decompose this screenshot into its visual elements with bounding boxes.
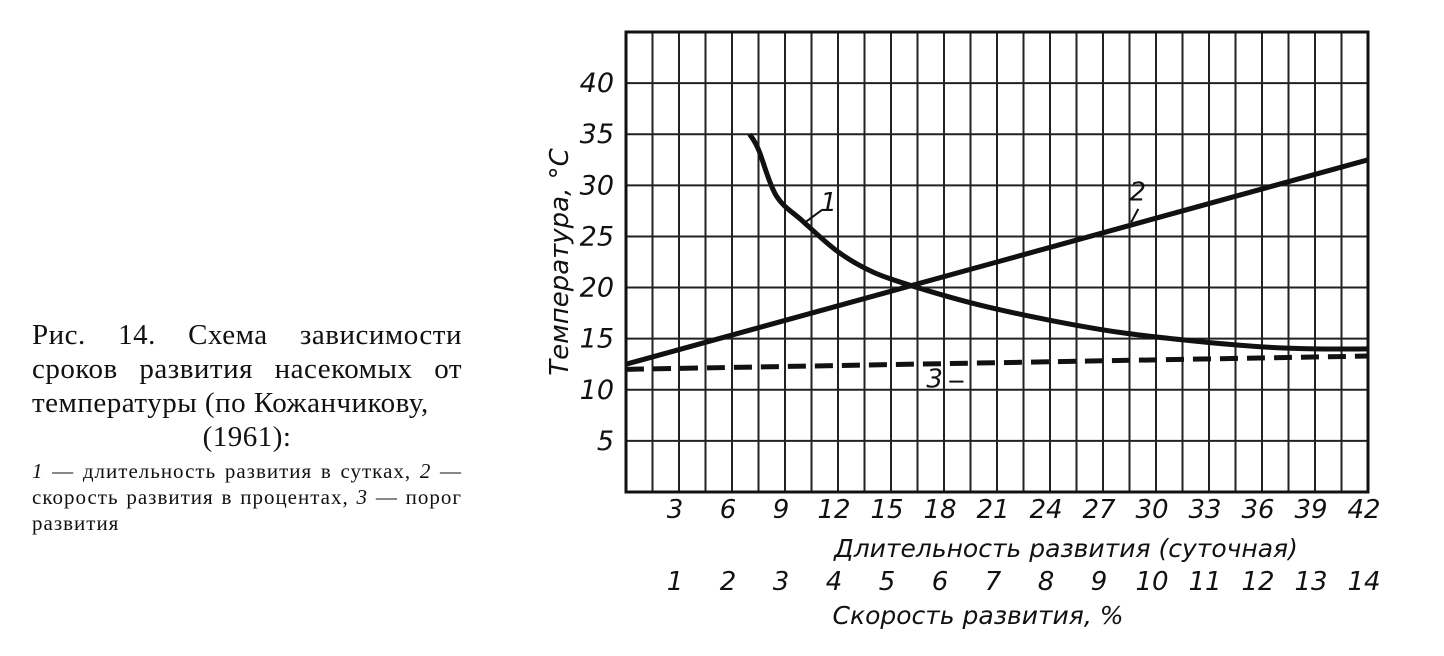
x-tick-label: 12 [817, 495, 850, 525]
x-tick-label: 33 [1188, 495, 1221, 525]
caption-legend: 1 — длительность развития в сутках, 2 — … [32, 458, 462, 536]
series-1-leader [802, 209, 823, 225]
y-tick-label: 35 [580, 119, 614, 150]
x2-tick-label: 12 [1241, 567, 1274, 597]
x2-tick-label: 11 [1188, 567, 1221, 597]
y-tick-label: 40 [580, 68, 614, 99]
caption-year: (1961): [202, 421, 292, 453]
series-label-1: 1 [820, 188, 837, 218]
legend-num-3: 3 [356, 485, 369, 509]
caption-title: Рис. 14. Схема зависимости сроков развит… [32, 318, 462, 454]
x-axis-title: Длительность развития (суточная) [833, 534, 1298, 563]
x-tick-label: 42 [1347, 495, 1380, 525]
x2-tick-label: 5 [879, 567, 896, 597]
x-tick-label: 15 [870, 495, 903, 525]
legend-num-2: 2 [419, 459, 432, 483]
x2-tick-label: 7 [985, 567, 1002, 597]
figure-caption: Рис. 14. Схема зависимости сроков развит… [32, 318, 462, 536]
series-2-leader [1130, 208, 1140, 223]
x2-axis-title: Скорость развития, % [833, 601, 1124, 630]
series-label-3: 3 [926, 365, 943, 395]
x-tick-label: 39 [1294, 495, 1327, 525]
x-tick-label: 36 [1241, 495, 1274, 525]
x2-tick-label: 6 [932, 567, 949, 597]
x2-tick-label: 9 [1091, 567, 1108, 597]
x-tick-label: 21 [976, 495, 1009, 525]
y-tick-label: 10 [580, 375, 614, 406]
series-line-2 [625, 157, 1369, 367]
caption-title-text: Рис. 14. Схема зависимости сроков развит… [32, 319, 462, 419]
x-tick-label: 30 [1135, 495, 1168, 525]
x-tick-label: 24 [1029, 495, 1062, 525]
x2-tick-label: 3 [773, 567, 790, 597]
x-tick-label: 3 [667, 495, 684, 525]
y-tick-label: 5 [597, 426, 614, 457]
x2-tick-label: 4 [826, 567, 843, 597]
x-tick-label: 9 [773, 495, 790, 525]
y-axis-title: Температура, °С [545, 147, 575, 375]
plot-frame [624, 30, 1370, 494]
y-tick-label: 15 [580, 324, 614, 355]
legend-text-2: — скорость развития в процентах, [32, 459, 463, 509]
y-tick-label: 20 [580, 273, 614, 304]
x2-tick-label: 13 [1294, 567, 1327, 597]
y-tick-label: 30 [580, 170, 614, 201]
legend-text-1: — длительность развития в сутках, [43, 459, 420, 483]
legend-text-3: — порог развития [32, 485, 462, 535]
x-tick-label: 18 [923, 495, 956, 525]
legend-num-1: 1 [32, 459, 44, 483]
x2-tick-label: 10 [1135, 567, 1168, 597]
x2-tick-label: 2 [720, 567, 737, 597]
x-tick-label: 27 [1082, 495, 1116, 525]
x2-tick-label: 8 [1038, 567, 1055, 597]
series-line-1 [747, 132, 1369, 352]
y-tick-label: 25 [580, 221, 614, 252]
x2-tick-label: 14 [1347, 567, 1380, 597]
series-label-2: 2 [1130, 178, 1147, 208]
x-tick-label: 6 [720, 495, 737, 525]
x2-tick-label: 1 [667, 567, 684, 597]
